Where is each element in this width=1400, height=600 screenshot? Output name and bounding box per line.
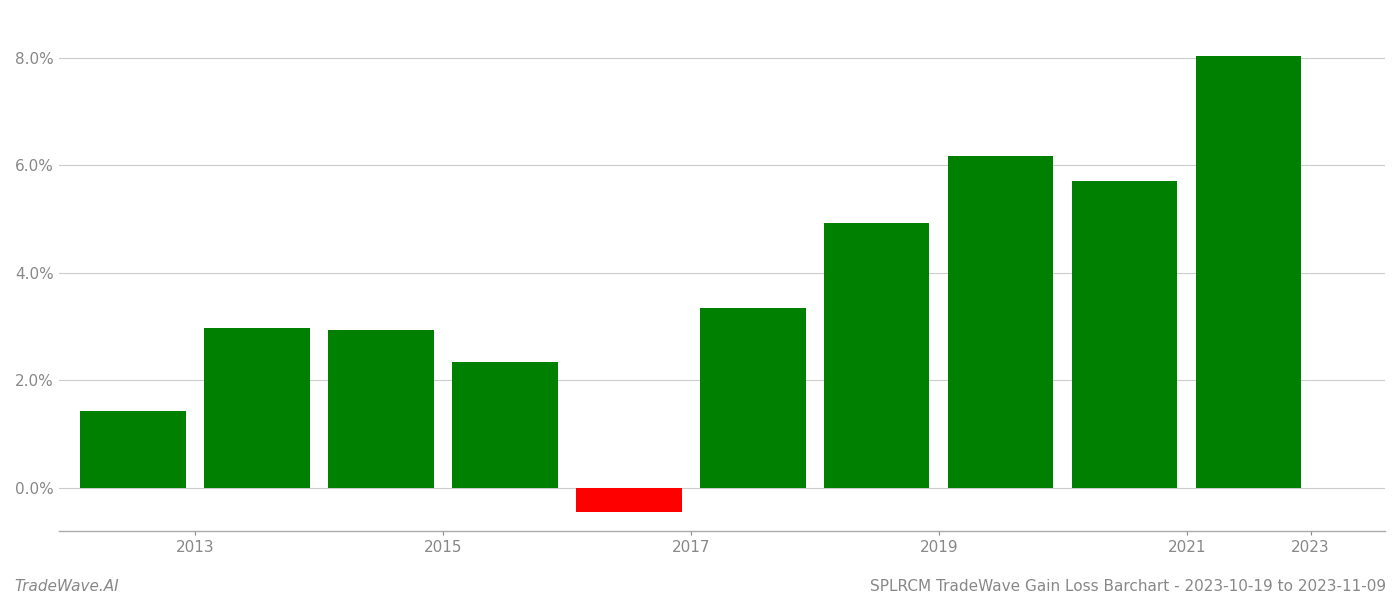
Bar bbox=[577, 488, 682, 512]
Bar bbox=[80, 411, 186, 488]
Bar bbox=[1196, 56, 1302, 488]
Bar bbox=[700, 308, 805, 488]
Text: TradeWave.AI: TradeWave.AI bbox=[14, 579, 119, 594]
Bar bbox=[948, 157, 1053, 488]
Text: SPLRCM TradeWave Gain Loss Barchart - 2023-10-19 to 2023-11-09: SPLRCM TradeWave Gain Loss Barchart - 20… bbox=[869, 579, 1386, 594]
Bar bbox=[825, 223, 930, 488]
Bar bbox=[1072, 181, 1177, 488]
Bar bbox=[329, 331, 434, 488]
Bar bbox=[204, 328, 309, 488]
Bar bbox=[452, 362, 557, 488]
